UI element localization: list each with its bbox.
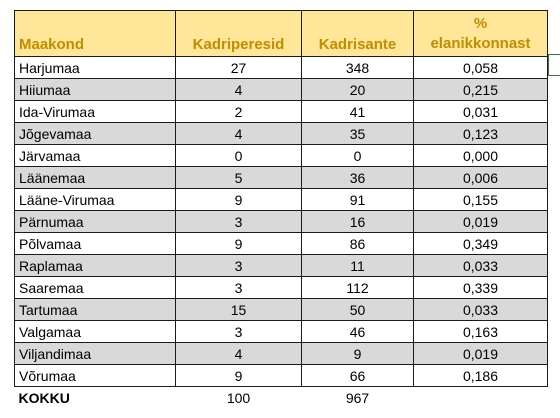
santas-cell[interactable]: 20 [301,78,414,101]
percent-cell[interactable]: 0,019 [413,210,548,233]
county-cell[interactable]: Saaremaa [14,276,176,299]
families-cell[interactable]: 27 [175,56,302,79]
table-row: Viljandimaa 4 9 0,019 [14,342,548,365]
santas-cell[interactable]: 91 [301,188,414,211]
selected-cell-indicator[interactable] [548,54,560,76]
percent-cell[interactable]: 0,000 [413,144,548,167]
percent-cell[interactable]: 0,186 [413,364,548,387]
percent-cell[interactable]: 0,031 [413,100,548,123]
county-cell[interactable]: Läänemaa [14,166,176,189]
table-row: Lääne-Virumaa 9 91 0,155 [14,188,548,211]
santas-cell[interactable]: 16 [301,210,414,233]
families-cell[interactable]: 9 [175,364,302,387]
header-percent-label: elanikkonnast [430,35,531,52]
families-cell[interactable]: 3 [175,276,302,299]
percent-cell[interactable]: 0,006 [413,166,548,189]
table-row: Harjumaa 27 348 0,058 [14,56,548,79]
county-cell[interactable]: Järvamaa [14,144,176,167]
county-cell[interactable]: Tartumaa [14,298,176,321]
table-row: Tartumaa 15 50 0,033 [14,298,548,321]
county-cell[interactable]: Põlvamaa [14,232,176,255]
families-cell[interactable]: 3 [175,320,302,343]
county-cell[interactable]: Pärnumaa [14,210,176,233]
percent-cell[interactable]: 0,163 [413,320,548,343]
county-cell[interactable]: Lääne-Virumaa [14,188,176,211]
santas-cell[interactable]: 50 [301,298,414,321]
families-cell[interactable]: 4 [175,78,302,101]
table-row: Järvamaa 0 0 0,000 [14,144,548,167]
header-cell-families[interactable]: Kadriperesid [175,10,302,57]
santas-cell[interactable]: 66 [301,364,414,387]
percent-cell[interactable]: 0,058 [413,56,548,79]
percent-cell[interactable]: 0,019 [413,342,548,365]
families-cell[interactable]: 4 [175,342,302,365]
santas-cell[interactable]: 9 [301,342,414,365]
table-row: Saaremaa 3 112 0,339 [14,276,548,299]
county-cell[interactable]: Hiiumaa [14,78,176,101]
county-cell[interactable]: Jõgevamaa [14,122,176,145]
header-row: Maakond Kadriperesid Kadrisante % elanik… [14,10,548,57]
total-row: KOKKU 100 967 [14,386,548,409]
county-cell[interactable]: Viljandimaa [14,342,176,365]
table-row: Hiiumaa 4 20 0,215 [14,78,548,101]
santas-cell[interactable]: 0 [301,144,414,167]
total-families-cell[interactable]: 100 [175,386,302,409]
total-percent-cell[interactable] [413,386,548,409]
families-cell[interactable]: 3 [175,254,302,277]
families-cell[interactable]: 2 [175,100,302,123]
families-cell[interactable]: 3 [175,210,302,233]
total-santas-cell[interactable]: 967 [301,386,414,409]
county-cell[interactable]: Harjumaa [14,56,176,79]
table-row: Võrumaa 9 66 0,186 [14,364,548,387]
table-row: Läänemaa 5 36 0,006 [14,166,548,189]
families-cell[interactable]: 15 [175,298,302,321]
header-percent-symbol: % [473,15,488,32]
percent-cell[interactable]: 0,349 [413,232,548,255]
county-table: Maakond Kadriperesid Kadrisante % elanik… [14,10,548,409]
total-label-cell[interactable]: KOKKU [14,386,176,409]
header-cell-percent[interactable]: % elanikkonnast [413,10,548,57]
county-cell[interactable]: Raplamaa [14,254,176,277]
table-row: Ida-Virumaa 2 41 0,031 [14,100,548,123]
santas-cell[interactable]: 41 [301,100,414,123]
santas-cell[interactable]: 11 [301,254,414,277]
santas-cell[interactable]: 112 [301,276,414,299]
table-row: Valgamaa 3 46 0,163 [14,320,548,343]
santas-cell[interactable]: 46 [301,320,414,343]
percent-cell[interactable]: 0,033 [413,298,548,321]
county-cell[interactable]: Valgamaa [14,320,176,343]
header-cell-county[interactable]: Maakond [14,10,176,57]
percent-cell[interactable]: 0,123 [413,122,548,145]
families-cell[interactable]: 9 [175,232,302,255]
percent-cell[interactable]: 0,155 [413,188,548,211]
table-row: Pärnumaa 3 16 0,019 [14,210,548,233]
county-cell[interactable]: Võrumaa [14,364,176,387]
county-cell[interactable]: Ida-Virumaa [14,100,176,123]
header-cell-santas[interactable]: Kadrisante [301,10,414,57]
table-row: Jõgevamaa 4 35 0,123 [14,122,548,145]
percent-cell[interactable]: 0,215 [413,78,548,101]
table-row: Põlvamaa 9 86 0,349 [14,232,548,255]
families-cell[interactable]: 4 [175,122,302,145]
percent-cell[interactable]: 0,339 [413,276,548,299]
families-cell[interactable]: 9 [175,188,302,211]
santas-cell[interactable]: 348 [301,56,414,79]
santas-cell[interactable]: 36 [301,166,414,189]
santas-cell[interactable]: 35 [301,122,414,145]
percent-cell[interactable]: 0,033 [413,254,548,277]
families-cell[interactable]: 0 [175,144,302,167]
table-row: Raplamaa 3 11 0,033 [14,254,548,277]
santas-cell[interactable]: 86 [301,232,414,255]
families-cell[interactable]: 5 [175,166,302,189]
